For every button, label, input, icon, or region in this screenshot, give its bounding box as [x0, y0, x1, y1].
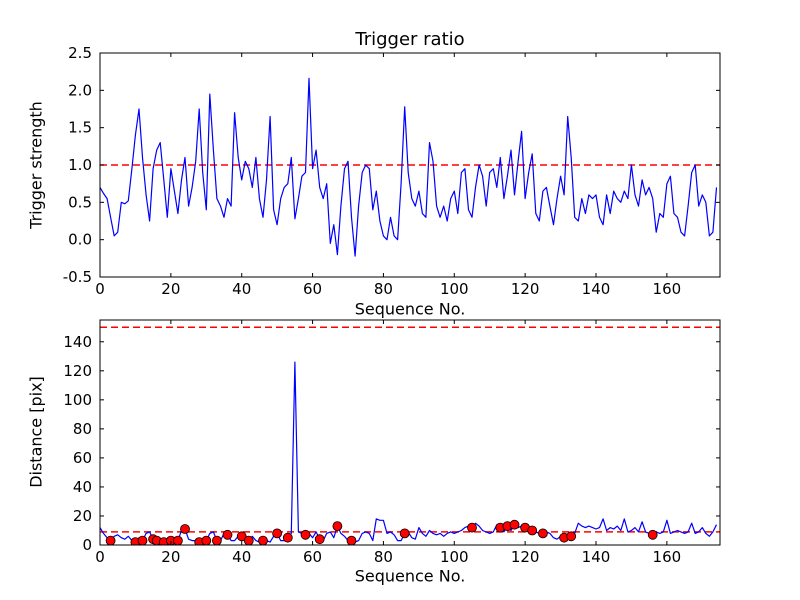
distance-x-tick-label: 100 — [440, 548, 469, 566]
distance-x-tick-label: 120 — [511, 548, 540, 566]
trigger-strength-y-tick-label: 0.5 — [68, 193, 92, 211]
trigger-strength-x-tick-label: 140 — [582, 280, 611, 298]
distance-y-tick-label: 140 — [63, 333, 92, 351]
distance-y-tick-label: 40 — [73, 478, 92, 496]
distance-y-tick-label: 100 — [63, 391, 92, 409]
distance-y-tick-label: 120 — [63, 362, 92, 380]
distance-y-tick-label: 0 — [82, 536, 92, 554]
trigger-strength-x-tick-label: 20 — [161, 280, 180, 298]
trigger-strength-x-tick-label: 60 — [303, 280, 322, 298]
trigger-strength-y-tick-label: 1.0 — [68, 156, 92, 174]
trigger-strength-plot-area — [100, 77, 720, 257]
trigger-strength-y-tick-label: 1.5 — [68, 119, 92, 137]
trigger-strength-y-tick-label: 0.0 — [68, 231, 92, 249]
distance-axes-frame — [99, 319, 721, 546]
distance-x-tick-label: 80 — [374, 548, 393, 566]
trigger-strength-y-tick-label: -0.5 — [63, 268, 92, 286]
distance-line — [100, 361, 718, 543]
distance-x-tick-label: 0 — [95, 548, 105, 566]
trigger-strength-x-tick-label: 40 — [232, 280, 251, 298]
distance-x-tick-label: 20 — [161, 548, 180, 566]
distance-y-tick-label: 20 — [73, 507, 92, 525]
top-x-axis-label: Sequence No. — [354, 299, 466, 319]
top-y-axis-label: Trigger strength — [26, 101, 46, 229]
trigger-strength-x-tick-label: 120 — [511, 280, 540, 298]
distance-x-tick-label: 60 — [303, 548, 322, 566]
trigger-strength-x-tick-label: 0 — [95, 280, 105, 298]
trigger-strength-x-tick-label: 100 — [440, 280, 469, 298]
distance-plot-area — [100, 326, 720, 545]
trigger-strength-y-tick-label: 2.5 — [68, 44, 92, 62]
trigger-strength-x-tick-label: 160 — [653, 280, 682, 298]
distance-x-tick-label: 140 — [582, 548, 611, 566]
trigger-strength-x-tick-label: 80 — [374, 280, 393, 298]
distance-x-tick-label: 40 — [232, 548, 251, 566]
distance-scatter-points — [105, 519, 658, 545]
bottom-x-axis-label: Sequence No. — [354, 566, 466, 586]
distance-y-tick-label: 80 — [73, 420, 92, 438]
distance-x-tick-label: 160 — [653, 548, 682, 566]
chart-title: Trigger ratio — [355, 29, 465, 50]
trigger-strength-line — [100, 77, 718, 257]
distance-y-tick-label: 60 — [73, 449, 92, 467]
trigger-strength-y-tick-label: 2.0 — [68, 81, 92, 99]
bottom-y-axis-label: Distance [pix] — [26, 376, 46, 488]
